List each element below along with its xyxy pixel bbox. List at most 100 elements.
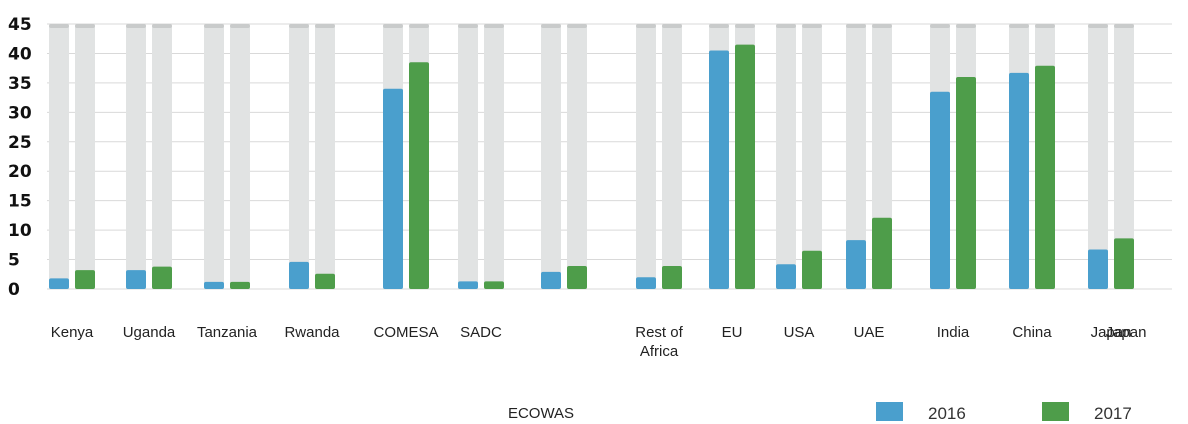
bar-2017 (484, 281, 504, 289)
bar-background-cap (1035, 24, 1055, 28)
bar-background-cap (776, 24, 796, 28)
x-tick-label: Kenya (51, 324, 94, 341)
bar-2016 (541, 271, 561, 289)
bar-background-cap (289, 24, 309, 28)
bar-background (1114, 24, 1134, 289)
bar-background-cap (802, 24, 822, 28)
bar-2016 (709, 50, 729, 289)
bar-background-cap (872, 24, 892, 28)
bar-background-cap (956, 24, 976, 28)
y-tick-label: 25 (8, 133, 32, 153)
bar-background-cap (541, 24, 561, 28)
bar-background (846, 24, 866, 289)
bar-background (776, 24, 796, 289)
bar-background-cap (383, 24, 403, 28)
y-tick-label: 0 (8, 280, 20, 300)
y-tick-label: 15 (8, 192, 32, 212)
bar-background-cap (662, 24, 682, 28)
bar-background-cap (152, 24, 172, 28)
bar-2016 (204, 281, 224, 289)
bar-2016 (383, 88, 403, 290)
bar-background (75, 24, 95, 289)
bar-background (126, 24, 146, 289)
bar-background (315, 24, 335, 289)
x-tick-label: USA (784, 324, 815, 341)
bar-background-cap (709, 24, 729, 28)
bar-background (1088, 24, 1108, 289)
bar-background-cap (126, 24, 146, 28)
bar-2016 (776, 264, 796, 289)
bar-2017 (315, 273, 335, 289)
bar-background-cap (846, 24, 866, 28)
y-tick-label: 5 (8, 251, 20, 271)
bar-background-cap (75, 24, 95, 28)
bar-2016 (126, 270, 146, 289)
legend-label-2017: 2017 (1094, 404, 1132, 423)
bar-2016 (1088, 249, 1108, 289)
bar-background (204, 24, 224, 289)
x-tick-label: UAE (854, 324, 885, 341)
x-tick-label: Rest of (635, 324, 683, 341)
bar-background-cap (1114, 24, 1134, 28)
legend-swatch-2016 (876, 402, 903, 421)
x-tick-label: Uganda (123, 324, 176, 341)
bar-2017 (735, 44, 755, 289)
bar-background-cap (484, 24, 504, 28)
extra-label-ecowas: ECOWAS (508, 405, 574, 422)
bar-2016 (636, 277, 656, 289)
bar-2017 (567, 266, 587, 289)
bar-background (567, 24, 587, 289)
bar-background-cap (735, 24, 755, 28)
bar-background (289, 24, 309, 289)
x-tick-label: China (1012, 324, 1052, 341)
bar-2017 (230, 281, 250, 289)
x-tick-label: Africa (640, 343, 679, 360)
bar-2017 (802, 250, 822, 289)
bar-2017 (1114, 238, 1134, 289)
bar-background-cap (315, 24, 335, 28)
extra-labels: Japan ECOWAS (508, 324, 1147, 422)
legend-swatch-2017 (1042, 402, 1069, 421)
bar-background (152, 24, 172, 289)
bars (49, 24, 1134, 290)
bar-background (484, 24, 504, 289)
bar-background (541, 24, 561, 289)
bar-2017 (152, 266, 172, 289)
bar-background-cap (409, 24, 429, 28)
legend-label-2016: 2016 (928, 404, 966, 423)
bar-2016 (930, 91, 950, 289)
x-tick-label: Tanzania (197, 324, 258, 341)
bar-background-cap (204, 24, 224, 28)
x-tick-label: India (937, 324, 970, 341)
y-tick-label: 20 (8, 162, 32, 182)
bar-background-cap (230, 24, 250, 28)
bar-2016 (289, 261, 309, 289)
y-tick-label: 30 (8, 103, 32, 123)
bar-background-cap (636, 24, 656, 28)
bar-2017 (75, 270, 95, 289)
bar-background-cap (1009, 24, 1029, 28)
bar-2017 (1035, 65, 1055, 289)
legend: 2016 2017 (876, 402, 1132, 423)
x-tick-label: COMESA (373, 324, 438, 341)
bar-2016 (49, 278, 69, 289)
bar-background-cap (1088, 24, 1108, 28)
x-tick-label: SADC (460, 324, 502, 341)
y-tick-label: 35 (8, 74, 32, 94)
bar-background (802, 24, 822, 289)
bar-background-cap (458, 24, 478, 28)
x-tick-label: Japan (1091, 324, 1132, 341)
bar-background-cap (567, 24, 587, 28)
bar-2017 (956, 77, 976, 289)
extra-label-japan: Japan (1106, 324, 1147, 341)
bar-2017 (872, 217, 892, 289)
bar-2016 (1009, 72, 1029, 289)
y-tick-label: 45 (8, 15, 32, 35)
bar-background (230, 24, 250, 289)
x-tick-label: EU (722, 324, 743, 341)
x-axis-tick-labels: Kenya Uganda Tanzania Rwanda COMESA SADC Rest … (51, 324, 1132, 360)
y-tick-label: 40 (8, 44, 32, 64)
bar-background (458, 24, 478, 289)
bar-2016 (458, 281, 478, 289)
